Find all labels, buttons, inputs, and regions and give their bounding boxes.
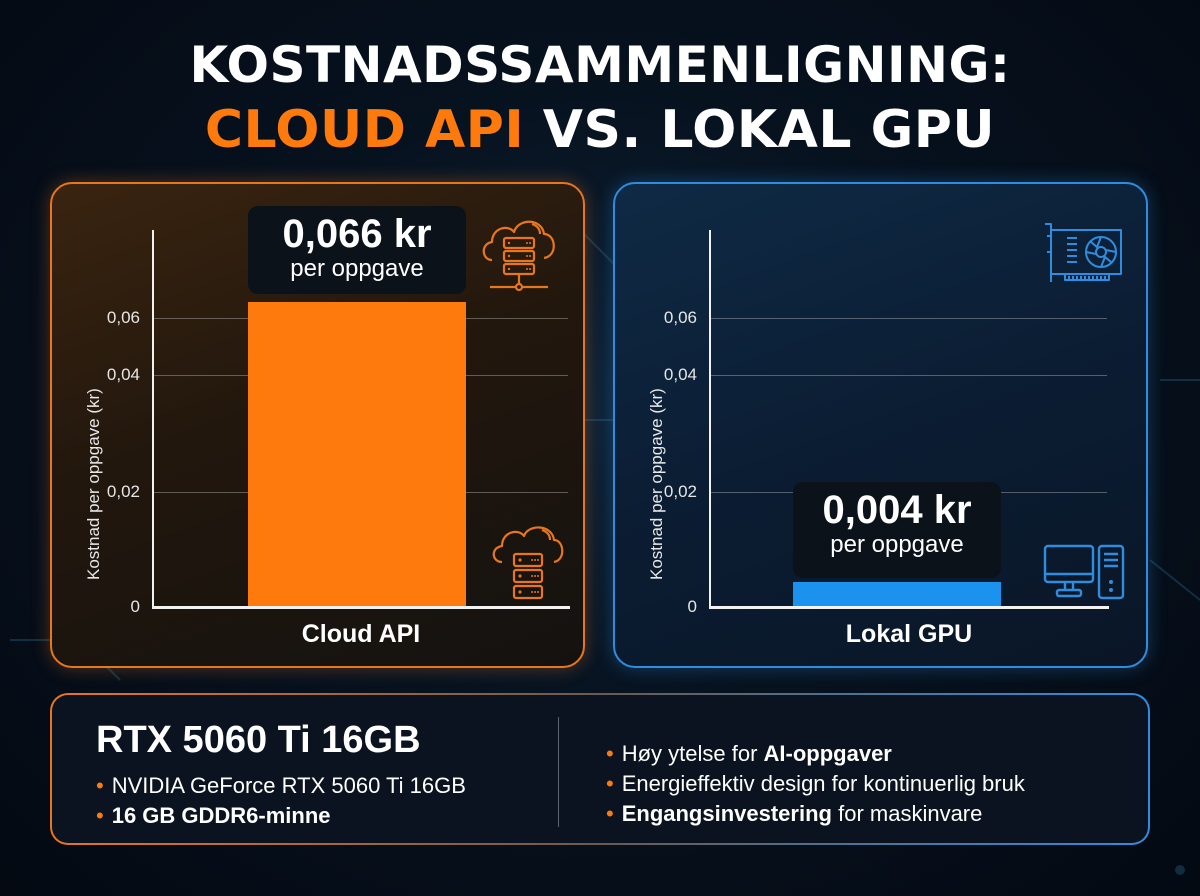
bullet-icon: • (606, 771, 614, 796)
y-tick: 0 (130, 597, 140, 616)
title-line-1: KOSTNADSSAMMENLIGNING: (189, 36, 1011, 94)
lokal-gpu-bar (793, 582, 1001, 606)
bullet-icon: • (96, 773, 104, 798)
y-tick: 0,06 (106, 308, 140, 327)
list-item: • 16 GB GDDR6-minne (96, 803, 331, 828)
title-line-2: CLOUD API VS. LOKAL GPU (0, 100, 1200, 160)
x-axis (152, 606, 570, 609)
divider (558, 717, 559, 827)
y-axis-label: Kostnad per oppgave (kr) (84, 388, 103, 580)
list-item: • Engangsinvestering for maskinvare (606, 801, 983, 826)
desktop-computer-icon (1043, 544, 1125, 600)
x-axis (709, 606, 1109, 609)
cloud-value: 0,066 kr (282, 212, 432, 256)
gpu-specs-list: • NVIDIA GeForce RTX 5060 Ti 16GB • 16 GB … (96, 771, 466, 831)
y-tick: 0,06 (663, 308, 697, 327)
list-item: • Energieffektiv design for kontinuerlig … (606, 771, 1025, 796)
cloud-category-label: Cloud API (301, 620, 421, 648)
list-item: • Høy ytelse for AI-oppgaver (606, 741, 892, 766)
bullet-icon: • (606, 741, 614, 766)
gpu-category-label: Lokal GPU (845, 620, 973, 648)
cloud-api-bar (248, 302, 466, 606)
cloud-server-icon (492, 526, 564, 600)
gridline-004 (711, 375, 1107, 376)
cloud-value-callout: 0,066 kr per oppgave (248, 206, 466, 294)
gpu-benefits-list: • Høy ytelse for AI-oppgaver • Energieffek… (606, 739, 1025, 829)
title-rest: VS. LOKAL GPU (524, 100, 996, 160)
y-axis (152, 230, 154, 608)
cloud-server-network-icon (482, 220, 555, 292)
cloud-plot-area: 0,06 0,04 0,02 0 0,066 kr per oppgave (107, 206, 570, 616)
gpu-value-callout: 0,004 kr per oppgave (793, 482, 1001, 578)
cloud-api-panel: Kostnad per oppgave (kr) 0,06 0,04 0,02 … (50, 182, 585, 668)
gpu-value: 0,004 kr (822, 488, 972, 532)
y-axis (709, 230, 711, 608)
y-tick: 0,04 (106, 365, 140, 384)
cloud-unit: per oppgave (290, 255, 424, 282)
y-tick: 0 (687, 597, 697, 616)
title-accent: CLOUD API (204, 100, 525, 160)
gpu-info-panel: RTX 5060 Ti 16GB • NVIDIA GeForce RTX 506… (50, 693, 1150, 845)
gpu-unit: per oppgave (830, 531, 964, 558)
bullet-icon: • (606, 801, 614, 826)
gpu-plot-area: 0,06 0,04 0,02 0 0,004 kr per oppgave (664, 230, 1109, 616)
gpu-model-heading: RTX 5060 Ti 16GB (96, 719, 421, 761)
bullet-icon: • (96, 803, 104, 828)
lokal-gpu-panel: Kostnad per oppgave (kr) 0,06 0,04 0,02 … (613, 182, 1148, 668)
y-tick: 0,04 (663, 365, 697, 384)
gridline-006 (711, 318, 1107, 319)
list-item: • NVIDIA GeForce RTX 5060 Ti 16GB (96, 773, 466, 798)
y-tick: 0,02 (106, 482, 140, 501)
y-tick: 0,02 (663, 482, 697, 501)
graphics-card-icon (1045, 223, 1122, 282)
